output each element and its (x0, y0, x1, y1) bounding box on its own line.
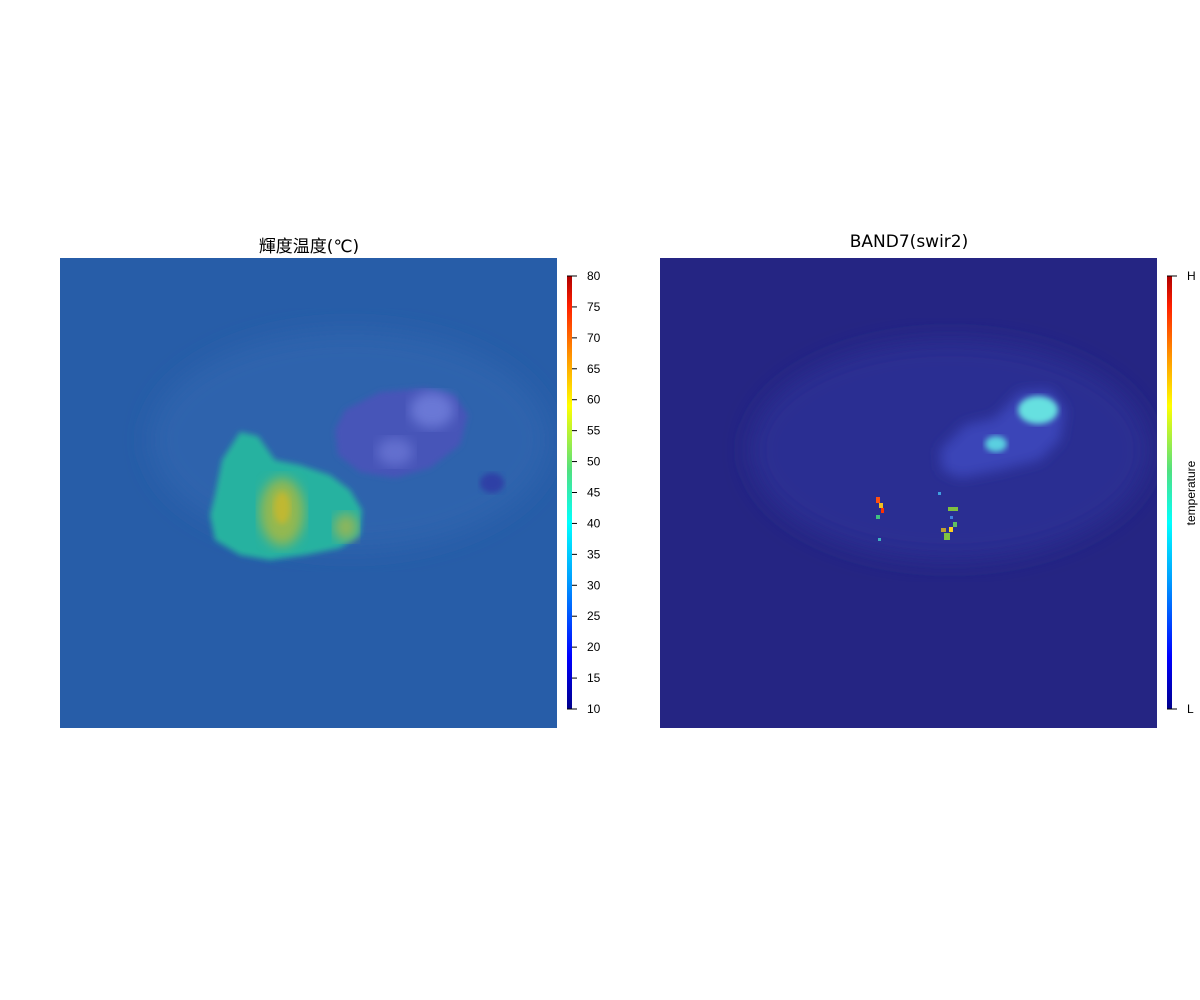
right-colorbar-bar (1167, 276, 1172, 709)
right-cloud-bright (1018, 396, 1058, 424)
left-heatmap (60, 258, 557, 728)
right-colorbar-label: temperature (1184, 460, 1198, 525)
right-colorbar: L H temperature (1167, 269, 1198, 716)
left-colorbar-tick-label: 70 (587, 331, 601, 345)
left-hot-core-2 (334, 513, 358, 541)
left-colorbar-bar (567, 276, 572, 709)
left-hot-peak (274, 492, 290, 524)
left-colorbar-tick-label: 80 (587, 269, 601, 283)
left-colorbar: 10 15 20 25 30 35 40 45 50 55 60 65 70 75 80 (567, 269, 601, 716)
left-colorbar-tick-label: 50 (587, 455, 601, 469)
right-colorbar-tick-label: L (1187, 702, 1194, 716)
left-colorbar-tick-label: 15 (587, 671, 601, 685)
left-colorbar-tick-label: 25 (587, 609, 601, 623)
left-colorbar-tick-label: 30 (587, 578, 601, 592)
right-hot-pixels (876, 492, 958, 541)
left-cloud-bright (410, 392, 454, 428)
left-colorbar-tick-label: 45 (587, 486, 601, 500)
left-colorbar-tick-label: 35 (587, 547, 601, 561)
left-cloud-bright-2 (377, 438, 413, 466)
right-colorbar-tick-label: H (1187, 269, 1196, 283)
left-colorbar-tick-label: 10 (587, 702, 601, 716)
left-colorbar-tick-label: 75 (587, 300, 601, 314)
right-heatmap (660, 258, 1157, 728)
right-cloud-bright-2 (985, 436, 1007, 452)
left-chart-title: 輝度温度(℃) (258, 237, 360, 257)
left-colorbar-tick-label: 40 (587, 516, 601, 530)
left-colorbar-tick-label: 60 (587, 393, 601, 407)
left-colorbar-tick-label: 20 (587, 640, 601, 654)
right-chart-title: BAND7(swir2) (849, 232, 969, 252)
left-cloud-small (480, 473, 504, 493)
left-colorbar-tick-label: 65 (587, 362, 601, 376)
left-colorbar-tick-label: 55 (587, 424, 601, 438)
